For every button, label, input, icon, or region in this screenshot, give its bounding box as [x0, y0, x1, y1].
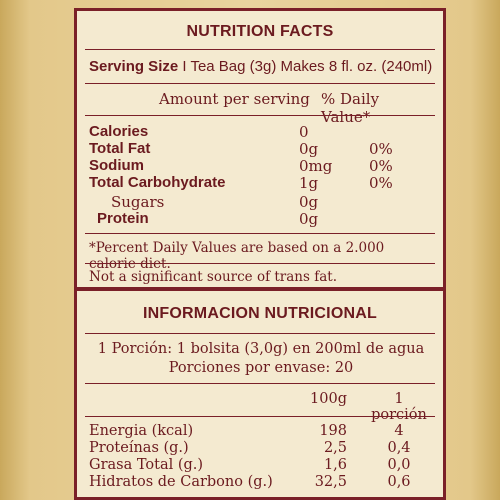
nutrient-amount: 0g: [299, 193, 319, 211]
divider: [85, 49, 435, 50]
daily-value-footnote: *Percent Daily Values are based on a 2.0…: [89, 240, 385, 272]
serving-size: Serving Size I Tea Bag (3g) Makes 8 fl. …: [89, 58, 433, 75]
nutrient-amount: 0g: [299, 140, 319, 158]
nutrient-label: Total Fat: [89, 140, 151, 157]
divider: [85, 233, 435, 234]
portion-description: 1 Porción: 1 bolsita (3,0g) en 200ml de …: [97, 341, 425, 357]
divider: [85, 333, 435, 334]
nutrient-amount: 0: [299, 123, 309, 141]
nutrient-label: Calories: [89, 123, 149, 140]
nutrient-label: Sodium: [89, 157, 144, 174]
nutrition-facts-panel: NUTRITION FACTS Serving Size I Tea Bag (…: [74, 8, 446, 290]
nutrient-label: Hidratos de Carbono (g.): [89, 474, 273, 490]
nutrient-amount: 1g: [299, 174, 319, 192]
nutrient-per-portion: 0,6: [387, 474, 411, 490]
informacion-nutricional-panel: INFORMACION NUTRICIONAL 1 Porción: 1 bol…: [74, 288, 446, 500]
nutrient-daily-value: 0%: [369, 140, 393, 158]
trans-fat-note: Not a significant source of trans fat.: [89, 269, 337, 285]
nutrient-label: Protein: [97, 210, 149, 227]
nutrient-amount: 0g: [299, 210, 319, 228]
nutrient-label: Sugars: [111, 193, 165, 211]
divider: [85, 416, 435, 417]
divider: [85, 83, 435, 84]
nutrient-per-portion: 0,4: [387, 440, 411, 456]
nutrient-per-100g: 1,6: [323, 457, 347, 473]
informacion-nutricional-title: INFORMACION NUTRICIONAL: [143, 305, 377, 322]
nutrient-label: Grasa Total (g.): [89, 457, 204, 473]
column-amount-per-serving: Amount per serving: [159, 90, 310, 108]
column-portion: 1 porción: [371, 391, 427, 423]
nutrition-facts-title: NUTRITION FACTS: [186, 23, 334, 40]
divider: [85, 263, 435, 264]
serving-size-value: I Tea Bag (3g) Makes 8 fl. oz. (240ml): [182, 58, 433, 75]
nutrient-per-portion: 0,0: [387, 457, 411, 473]
nutrient-label: Energia (kcal): [89, 423, 194, 439]
nutrient-per-100g: 2,5: [323, 440, 347, 456]
divider: [85, 383, 435, 384]
nutrient-per-100g: 198: [319, 423, 347, 439]
nutrient-per-100g: 32,5: [314, 474, 347, 490]
nutrient-amount: 0mg: [299, 157, 333, 175]
nutrient-per-portion: 4: [394, 423, 404, 439]
portions-per-container: Porciones por envase: 20: [168, 360, 354, 376]
nutrient-label: Total Carbohydrate: [89, 174, 226, 191]
column-daily-value: % Daily Value*: [321, 90, 380, 126]
nutrient-daily-value: 0%: [369, 157, 393, 175]
nutrient-daily-value: 0%: [369, 174, 393, 192]
column-100g: 100g: [310, 391, 347, 407]
serving-size-label: Serving Size: [89, 58, 179, 75]
divider: [85, 115, 435, 116]
nutrient-label: Proteínas (g.): [89, 440, 189, 456]
